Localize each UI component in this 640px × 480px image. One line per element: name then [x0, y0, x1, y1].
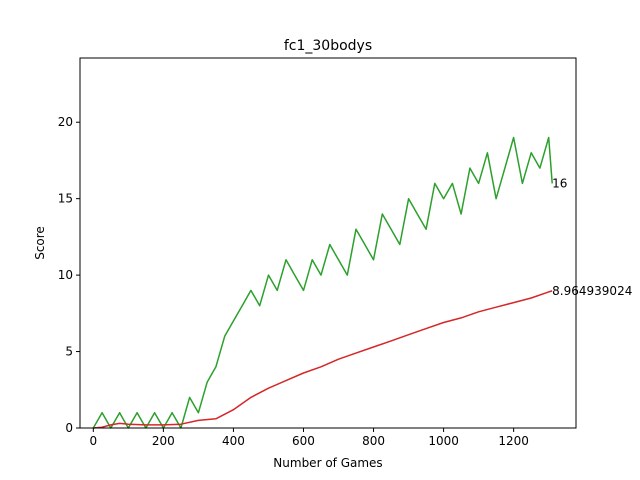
x-tick-label: 800	[362, 434, 385, 448]
x-tick-label: 0	[89, 434, 97, 448]
y-tick-label: 15	[58, 192, 73, 206]
x-axis-label: Number of Games	[273, 456, 382, 470]
x-tick-label: 200	[152, 434, 175, 448]
series-line-0	[92, 136, 553, 429]
y-tick-label: 0	[65, 421, 73, 435]
x-tick-label: 600	[292, 434, 315, 448]
y-tick-label: 5	[65, 345, 73, 359]
y-axis-label: Score	[33, 226, 47, 260]
y-tick-label: 10	[58, 268, 73, 282]
annotation-label-0: 16	[552, 176, 567, 190]
plot-frame	[79, 57, 577, 429]
series-line-1	[93, 290, 553, 429]
annotation-label-1: 8.964939024	[552, 284, 632, 298]
chart-title: fc1_30bodys	[284, 38, 372, 54]
annotations: 16 8.964939024	[552, 176, 632, 298]
x-tick-label: 1200	[498, 434, 529, 448]
x-axis-ticks: 0 200 400 600 800 1000 1200	[89, 428, 529, 448]
x-tick-label: 1000	[428, 434, 459, 448]
y-axis-ticks: 0 5 10 15 20	[58, 115, 80, 435]
y-tick-label: 20	[58, 115, 73, 129]
x-tick-label: 400	[222, 434, 245, 448]
